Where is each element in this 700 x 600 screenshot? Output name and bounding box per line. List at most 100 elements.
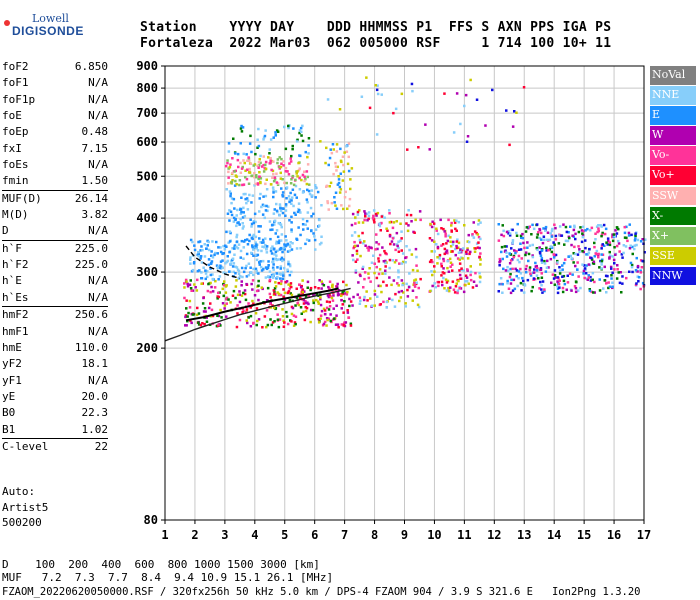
echo-point [437, 280, 440, 284]
echo-point [476, 233, 480, 236]
echo-point [568, 272, 572, 275]
echo-point [327, 295, 331, 299]
echo-point [576, 268, 579, 271]
y-tick-label: 80 [144, 513, 158, 527]
echo-point [456, 238, 459, 241]
echo-point [415, 296, 418, 299]
echo-point [618, 250, 621, 253]
echo-point [608, 250, 611, 254]
param-value: N/A [88, 76, 108, 90]
x-tick-label: 11 [457, 528, 471, 542]
echo-point [535, 269, 539, 272]
echo-point [319, 297, 322, 301]
echo-point [442, 267, 445, 270]
echo-point [253, 172, 256, 175]
digisonde-logo: Lowell DIGISONDE [4, 6, 83, 46]
echo-point [281, 315, 285, 318]
echo-point [258, 237, 261, 240]
echo-point [209, 302, 212, 305]
echo-point [388, 235, 392, 238]
echo-point [636, 270, 639, 273]
echo-point [202, 296, 205, 300]
echo-point [558, 279, 561, 282]
echo-point [261, 203, 265, 207]
echo-point [378, 222, 381, 226]
echo-point [341, 303, 344, 306]
echo-point [571, 234, 574, 237]
echo-point [204, 269, 207, 272]
echo-point [283, 243, 286, 246]
echo-point [561, 268, 564, 271]
echo-point [229, 210, 233, 213]
echo-point [251, 279, 255, 282]
echo-point [457, 279, 460, 283]
param-value: N/A [88, 92, 108, 106]
echo-point [385, 227, 388, 230]
echo-point [196, 306, 199, 310]
echo-point [636, 275, 639, 278]
echo-point [287, 124, 290, 128]
echo-point [627, 231, 631, 235]
echo-point [279, 239, 283, 242]
echo-point [331, 283, 334, 287]
echo-point [613, 246, 616, 249]
echo-point [378, 253, 382, 257]
echo-point [585, 264, 588, 267]
echo-point [573, 225, 576, 229]
echo-point [581, 235, 585, 239]
echo-point [639, 259, 643, 262]
echo-point [465, 250, 468, 254]
echo-point [228, 219, 231, 222]
echo-point [592, 262, 596, 265]
echo-point [247, 182, 251, 185]
echo-point [614, 253, 617, 256]
echo-point [300, 312, 303, 315]
param-value: 7.15 [81, 141, 109, 155]
echo-point [621, 275, 624, 278]
echo-point [325, 184, 329, 188]
echo-point [384, 251, 387, 255]
echo-point [320, 280, 323, 283]
echo-point [199, 257, 202, 260]
echo-point [511, 228, 514, 232]
echo-point [430, 270, 433, 273]
echo-point [216, 297, 219, 300]
legend-item: X+ [650, 226, 696, 246]
echo-point [373, 293, 377, 296]
echo-point [543, 259, 546, 263]
echo-point [354, 216, 357, 219]
echo-point [601, 258, 604, 261]
echo-point [193, 244, 196, 247]
echo-point [610, 277, 613, 280]
echo-point [402, 291, 405, 294]
echo-point [349, 324, 353, 327]
echo-point [336, 291, 340, 294]
echo-point [274, 306, 278, 310]
echo-point [406, 148, 409, 151]
echo-point [275, 172, 278, 175]
echo-point [530, 289, 533, 293]
echo-point [224, 164, 228, 168]
echo-point [613, 262, 616, 265]
echo-point [451, 280, 455, 283]
echo-point [250, 201, 253, 204]
echo-point [250, 150, 253, 154]
echo-point [210, 308, 214, 312]
echo-point [462, 247, 465, 250]
echo-point [376, 84, 379, 87]
echo-point [274, 250, 278, 254]
echo-point [301, 139, 305, 143]
param-name: hmF1 [2, 324, 29, 338]
echo-point [521, 232, 524, 236]
echo-point [196, 269, 200, 273]
echo-point [352, 295, 355, 299]
echo-point [502, 234, 506, 238]
echo-point [574, 232, 577, 236]
echo-point [582, 269, 586, 273]
param-row: D N/A [2, 223, 108, 239]
echo-point [271, 274, 275, 277]
echo-point [251, 194, 255, 197]
echo-point [220, 265, 223, 269]
echo-point [215, 264, 219, 267]
echo-point [267, 205, 270, 208]
